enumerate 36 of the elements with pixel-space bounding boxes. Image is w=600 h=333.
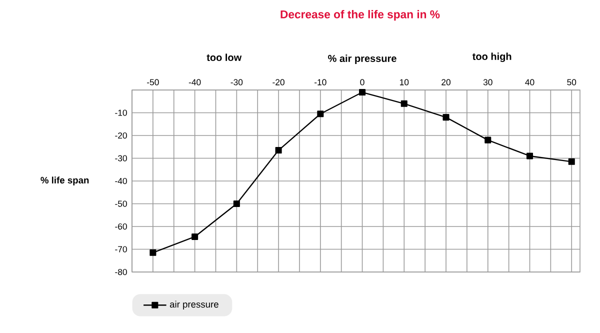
y-tick-label: -60	[115, 223, 127, 230]
x-tick-label: 0	[360, 79, 364, 86]
x-axis-title: % air pressure	[328, 54, 396, 64]
text: too low	[206, 54, 242, 62]
y-axis-title: % life span	[40, 176, 89, 186]
x-tick-label: -40	[188, 79, 201, 86]
x-tick-label: 40	[525, 79, 534, 86]
x-tick-label: 20	[442, 79, 450, 86]
point	[442, 114, 450, 121]
point	[484, 136, 492, 144]
point	[359, 89, 366, 96]
point	[568, 158, 575, 165]
y-tick-label: -20	[115, 132, 127, 139]
y-tick-label: -80	[115, 268, 127, 276]
point	[400, 100, 408, 107]
x-tick-label: 10	[400, 79, 409, 86]
x-tick-label: -10	[314, 79, 326, 86]
chart-title: Decrease of the life span in %	[280, 10, 440, 21]
y-tick-label: -70	[115, 246, 127, 252]
y-tick-label: -40	[115, 178, 127, 184]
x-tick-label: 30	[483, 79, 492, 86]
y-tick-label: -10	[115, 110, 127, 116]
x-tick-label: -30	[230, 79, 243, 86]
point	[275, 147, 282, 154]
x-tick-label: -50	[147, 79, 159, 86]
y-tick-label: -50	[115, 200, 127, 207]
text: too high	[472, 52, 512, 62]
point	[526, 152, 534, 160]
point	[150, 249, 156, 256]
point	[192, 233, 198, 240]
point	[317, 110, 324, 118]
point	[233, 200, 240, 208]
x-tick-label: -20	[272, 79, 284, 86]
y-tick-label: -30	[115, 155, 127, 162]
legend-label: air pressure	[170, 300, 218, 310]
x-tick-label: 50	[567, 79, 576, 86]
